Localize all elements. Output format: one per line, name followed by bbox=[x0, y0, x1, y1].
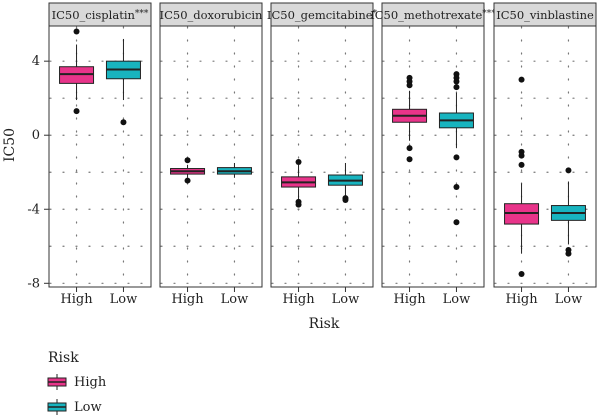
outlier-point bbox=[518, 161, 525, 168]
panel-title-name: IC50_doxorubicin bbox=[160, 8, 263, 22]
x-tick-label-low: Low bbox=[555, 292, 583, 307]
box-low bbox=[550, 167, 586, 257]
panel-title-significance: * bbox=[373, 9, 378, 19]
x-tick-label-high: High bbox=[60, 292, 93, 307]
x-tick-label-high: High bbox=[171, 292, 204, 307]
x-tick-label-low: Low bbox=[110, 292, 138, 307]
outlier-point bbox=[453, 184, 460, 191]
x-tick-label-high: High bbox=[282, 292, 315, 307]
panel-title-name: IC50_vinblastine bbox=[496, 8, 594, 22]
panel-title-significance: *** bbox=[482, 9, 496, 19]
x-tick-label-high: High bbox=[505, 292, 538, 307]
box-low bbox=[327, 162, 363, 203]
outlier-point bbox=[453, 154, 460, 161]
panel-frame bbox=[381, 25, 485, 288]
outlier-point bbox=[342, 197, 349, 203]
panel-ic50-cisplatin: IC50_cisplatin*** High Low bbox=[48, 2, 152, 307]
y-tick-label-2: -4 bbox=[27, 202, 40, 217]
panel-frame bbox=[270, 25, 374, 288]
x-tick-label-low: Low bbox=[221, 292, 249, 307]
box-low bbox=[216, 162, 252, 178]
outlier-point bbox=[518, 152, 525, 159]
legend-key-high bbox=[47, 374, 67, 390]
legend-label-low: Low bbox=[74, 400, 102, 415]
outlier-point bbox=[406, 145, 413, 152]
y-tick-label-3: -8 bbox=[27, 276, 40, 291]
panel-title-name: IC50_methotrexate bbox=[370, 8, 482, 22]
box-high bbox=[392, 74, 428, 163]
outlier-point bbox=[406, 82, 413, 89]
panel-frame bbox=[159, 25, 263, 288]
panel-title-significance: *** bbox=[135, 9, 149, 19]
box-high bbox=[504, 76, 540, 278]
outlier-point bbox=[120, 119, 127, 126]
outlier-point bbox=[73, 28, 80, 35]
legend-title: Risk bbox=[48, 350, 79, 366]
legend-label-high: High bbox=[74, 375, 107, 390]
outlier-point bbox=[184, 177, 191, 184]
outlier-point bbox=[518, 76, 525, 83]
box-high bbox=[170, 157, 206, 184]
y-tick-label-1: 0 bbox=[32, 128, 40, 143]
outlier-point bbox=[406, 156, 413, 163]
outlier-point bbox=[295, 159, 302, 166]
panel-title: IC50_methotrexate*** bbox=[370, 8, 496, 22]
outlier-point bbox=[565, 250, 572, 257]
outlier-point bbox=[453, 78, 460, 85]
panel-ic50-gemcitabine: IC50_gemcitabine* High Low bbox=[267, 2, 378, 307]
y-axis-label: IC50 bbox=[2, 128, 18, 162]
outlier-point bbox=[73, 108, 80, 115]
outlier-point bbox=[518, 271, 525, 278]
x-tick-label-low: Low bbox=[332, 292, 360, 307]
x-axis-label: Risk bbox=[309, 316, 340, 332]
box-high bbox=[281, 159, 317, 208]
x-tick-label-low: Low bbox=[443, 292, 471, 307]
panel-frame bbox=[493, 25, 597, 288]
outlier-point bbox=[184, 157, 191, 164]
panel-title-name: IC50_gemcitabine bbox=[267, 8, 373, 22]
panel-title-name: IC50_cisplatin bbox=[52, 8, 136, 22]
box-high bbox=[59, 28, 95, 115]
box-low bbox=[438, 71, 474, 226]
box-low bbox=[105, 38, 141, 126]
panel-title: IC50_gemcitabine* bbox=[267, 8, 378, 22]
outlier-point bbox=[453, 84, 460, 91]
x-tick-label-high: High bbox=[393, 292, 426, 307]
outlier-point bbox=[565, 167, 572, 174]
panel-ic50-methotrexate: IC50_methotrexate*** High Low bbox=[370, 2, 496, 307]
outlier-point bbox=[453, 219, 460, 226]
panel-title: IC50_doxorubicin bbox=[160, 8, 263, 22]
y-tick-label-0: 4 bbox=[32, 54, 40, 69]
panel-title: IC50_vinblastine bbox=[496, 8, 594, 22]
outlier-point bbox=[295, 201, 302, 208]
panel-ic50-vinblastine: IC50_vinblastine High Low bbox=[493, 2, 597, 307]
legend-key-low bbox=[47, 399, 67, 415]
panel-title: IC50_cisplatin*** bbox=[52, 8, 149, 22]
panel-ic50-doxorubicin: IC50_doxorubicin High Low bbox=[159, 2, 263, 307]
